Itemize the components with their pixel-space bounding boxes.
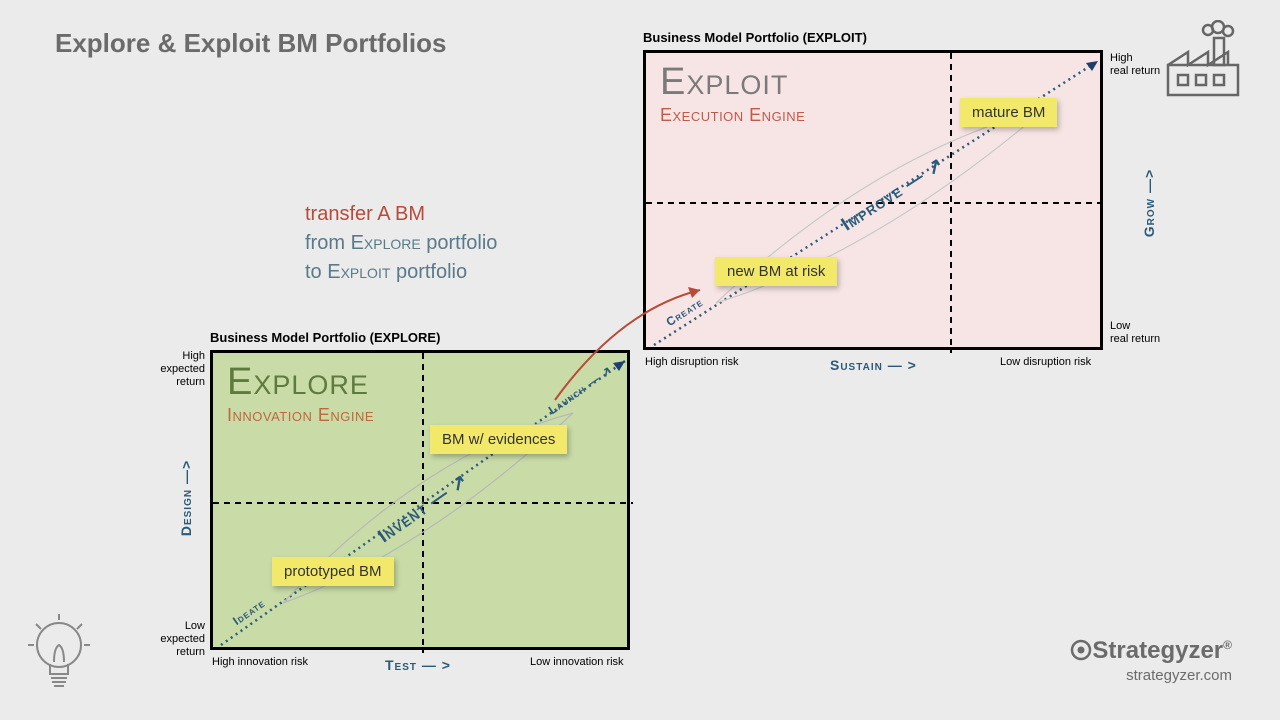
transfer-text: transfer A BM from Explore portfolio to …	[305, 200, 497, 287]
transfer-line2-sc: Explore	[351, 232, 421, 254]
exploit-diag-create: Create	[664, 295, 706, 329]
strategyzer-logo: Strategyzer® strategyzer.com	[1070, 637, 1232, 684]
explore-y-low: Low expected return	[130, 620, 205, 660]
exploit-x-high: High disruption risk	[645, 356, 739, 369]
explore-diag-ideate: Ideate	[230, 596, 267, 628]
sticky-prototyped: prototyped BM	[272, 557, 394, 586]
explore-diag-launch: Launch — ↗	[546, 363, 615, 417]
explore-heading: Explore	[227, 363, 374, 401]
explore-side-axis: Design —>	[178, 460, 194, 536]
exploit-subtitle: Execution Engine	[660, 105, 805, 126]
explore-diag-invent: Invent — ↗	[374, 469, 473, 548]
exploit-side-axis: Grow —>	[1141, 169, 1157, 237]
exploit-y-low: Low real return	[1110, 320, 1160, 346]
page-title: Explore & Exploit BM Portfolios	[55, 28, 446, 59]
explore-bottom-axis: Test — >	[385, 657, 451, 673]
sticky-evidences: BM w/ evidences	[430, 425, 567, 454]
explore-quadrant: Explore Innovation Engine Ideate Invent …	[210, 350, 630, 650]
transfer-line2-pre: from	[305, 232, 351, 254]
sticky-mature: mature BM	[960, 98, 1057, 127]
transfer-line3-pre: to	[305, 261, 327, 283]
logo-url: strategyzer.com	[1070, 667, 1232, 684]
explore-subtitle: Innovation Engine	[227, 405, 374, 426]
explore-x-low: Low innovation risk	[530, 656, 624, 669]
exploit-diag-improve: Improve — ↗	[837, 153, 949, 237]
explore-portfolio-label: Business Model Portfolio (EXPLORE)	[210, 330, 440, 345]
explore-title-block: Explore Innovation Engine	[227, 363, 374, 426]
transfer-line3-post: portfolio	[390, 261, 467, 283]
exploit-heading: Exploit	[660, 63, 805, 101]
transfer-line2-post: portfolio	[421, 232, 498, 254]
exploit-portfolio-label: Business Model Portfolio (EXPLOIT)	[643, 30, 867, 45]
exploit-bottom-axis: Sustain — >	[830, 357, 917, 373]
transfer-line3-sc: Exploit	[327, 261, 390, 283]
exploit-y-high: High real return	[1110, 52, 1160, 78]
exploit-title-block: Exploit Execution Engine	[660, 63, 805, 126]
lightbulb-icon	[24, 610, 94, 700]
explore-x-high: High innovation risk	[212, 656, 308, 669]
transfer-line1: transfer A BM	[305, 200, 497, 229]
strategyzer-logo-icon	[1070, 639, 1092, 661]
logo-reg-mark: ®	[1223, 638, 1232, 652]
exploit-quadrant: Exploit Execution Engine Create Improve …	[643, 50, 1103, 350]
exploit-x-low: Low disruption risk	[1000, 356, 1091, 369]
factory-icon	[1158, 20, 1248, 100]
logo-brand-text: Strategyzer	[1092, 637, 1223, 664]
explore-y-high: High expected return	[130, 350, 205, 390]
sticky-newbm: new BM at risk	[715, 257, 837, 286]
